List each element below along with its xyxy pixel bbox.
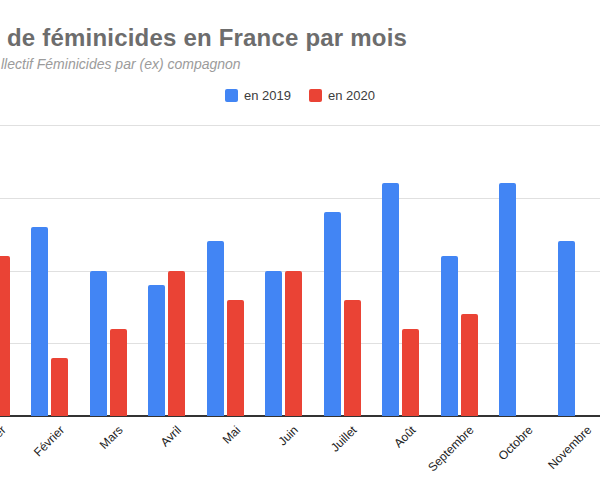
x-label-septembre: Septembre bbox=[425, 423, 476, 474]
x-label-octobre: Octobre bbox=[495, 423, 535, 463]
x-label-avril: Avril bbox=[158, 423, 184, 449]
x-label-fevrier: Février bbox=[31, 423, 67, 459]
x-label-juin: Juin bbox=[276, 423, 301, 448]
x-label-mai: Mai bbox=[219, 423, 243, 447]
x-axis-labels: Janvier Février Mars Avril Mai Juin Juillet Aoû… bbox=[0, 0, 600, 494]
chart-canvas: de féminicides en France par mois llecti… bbox=[0, 0, 600, 494]
x-label-juillet: Juillet bbox=[328, 423, 360, 455]
x-label-janvier: Janvier bbox=[0, 423, 9, 460]
x-label-mars: Mars bbox=[97, 423, 126, 452]
x-label-novembre: Novembre bbox=[545, 423, 594, 472]
x-label-aout: Août bbox=[391, 423, 418, 450]
